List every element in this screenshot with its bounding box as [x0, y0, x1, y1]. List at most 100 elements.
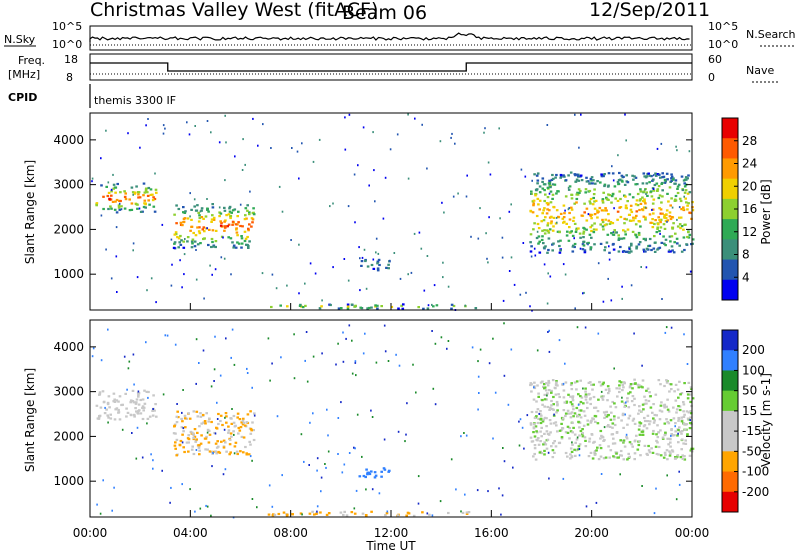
range-cell: [246, 204, 249, 207]
range-cell: [541, 399, 544, 402]
range-cell: [629, 204, 633, 207]
range-cell: [669, 250, 672, 253]
range-cell: [586, 423, 590, 426]
range-cell: [690, 387, 693, 390]
range-cell: [601, 218, 604, 221]
range-cell: [534, 194, 537, 197]
colorbar-swatch: [722, 350, 738, 371]
range-cell: [389, 148, 392, 151]
range-cell: [665, 213, 668, 216]
range-cell: [607, 424, 610, 427]
range-cell: [589, 402, 592, 406]
range-cell: [551, 229, 555, 232]
range-cell: [590, 236, 593, 239]
range-cell: [617, 183, 620, 186]
range-cell: [616, 199, 620, 202]
range-cell: [578, 146, 580, 149]
range-cell: [689, 400, 693, 404]
range-cell: [510, 256, 513, 259]
range-cell: [575, 406, 579, 410]
range-cell: [249, 443, 252, 446]
range-cell: [197, 446, 201, 449]
range-cell: [555, 173, 558, 177]
range-cell: [182, 220, 186, 223]
range-cell: [687, 174, 690, 177]
range-cell: [597, 398, 600, 401]
range-cell: [198, 362, 200, 364]
range-cell: [578, 413, 581, 416]
range-cell: [552, 242, 555, 245]
range-cell: [532, 398, 536, 401]
range-cell: [236, 234, 239, 237]
range-cell: [571, 441, 573, 444]
range-cell: [600, 173, 603, 176]
range-cell: [365, 488, 367, 491]
range-cell: [648, 420, 652, 423]
range-cell: [676, 454, 680, 457]
ytick-label: 4000: [53, 340, 84, 354]
range-cell: [529, 423, 533, 426]
range-cell: [659, 212, 663, 215]
colorbar-tick-label: 100: [742, 363, 765, 377]
range-cell: [537, 417, 540, 420]
range-cell: [669, 204, 672, 207]
range-cell: [560, 437, 564, 440]
range-cell: [286, 513, 289, 516]
range-cell: [384, 350, 387, 353]
range-cell: [633, 403, 636, 407]
range-cell: [686, 235, 689, 239]
range-cell: [337, 453, 339, 455]
range-cell: [374, 200, 376, 203]
range-cell: [407, 113, 409, 116]
range-cell: [183, 253, 186, 256]
range-cell: [216, 440, 219, 443]
range-cell: [610, 232, 613, 235]
range-cell: [224, 219, 227, 222]
range-cell: [555, 400, 559, 404]
range-cell: [672, 406, 675, 409]
range-cell: [688, 191, 692, 194]
range-cell: [241, 169, 244, 171]
range-cell: [271, 362, 273, 365]
counts-tick-top-right: 10^5: [708, 20, 738, 33]
range-cell: [540, 220, 543, 223]
range-cell: [675, 408, 679, 411]
range-cell: [638, 440, 641, 443]
range-cell: [536, 182, 539, 185]
range-cell: [247, 227, 250, 230]
range-cell: [142, 194, 145, 197]
range-cell: [412, 514, 416, 517]
range-cell: [631, 230, 635, 233]
range-cell: [142, 182, 146, 185]
range-cell: [249, 432, 253, 435]
range-cell: [117, 206, 121, 209]
range-cell: [548, 389, 551, 392]
range-cell: [382, 467, 386, 470]
colorbar-tick-label: 4: [742, 270, 750, 284]
range-cell: [654, 393, 658, 396]
range-cell: [670, 428, 673, 432]
ytick-label: 2000: [53, 222, 84, 236]
range-cell: [539, 440, 542, 443]
range-cell: [224, 416, 226, 419]
range-cell: [215, 452, 218, 455]
range-cell: [599, 242, 603, 245]
range-cell: [182, 246, 186, 249]
range-cell: [179, 221, 183, 224]
range-cell: [184, 238, 186, 240]
range-cell: [670, 434, 672, 437]
range-cell: [553, 440, 556, 443]
range-cell: [237, 432, 240, 435]
range-cell: [199, 507, 202, 510]
range-cell: [572, 244, 575, 247]
range-cell: [135, 398, 139, 401]
range-cell: [624, 413, 626, 416]
range-cell: [581, 248, 585, 251]
range-cell: [267, 513, 271, 516]
range-cell: [235, 231, 239, 234]
range-cell: [620, 174, 624, 177]
range-cell: [651, 411, 654, 414]
range-cell: [607, 193, 610, 196]
range-cell: [667, 250, 671, 253]
